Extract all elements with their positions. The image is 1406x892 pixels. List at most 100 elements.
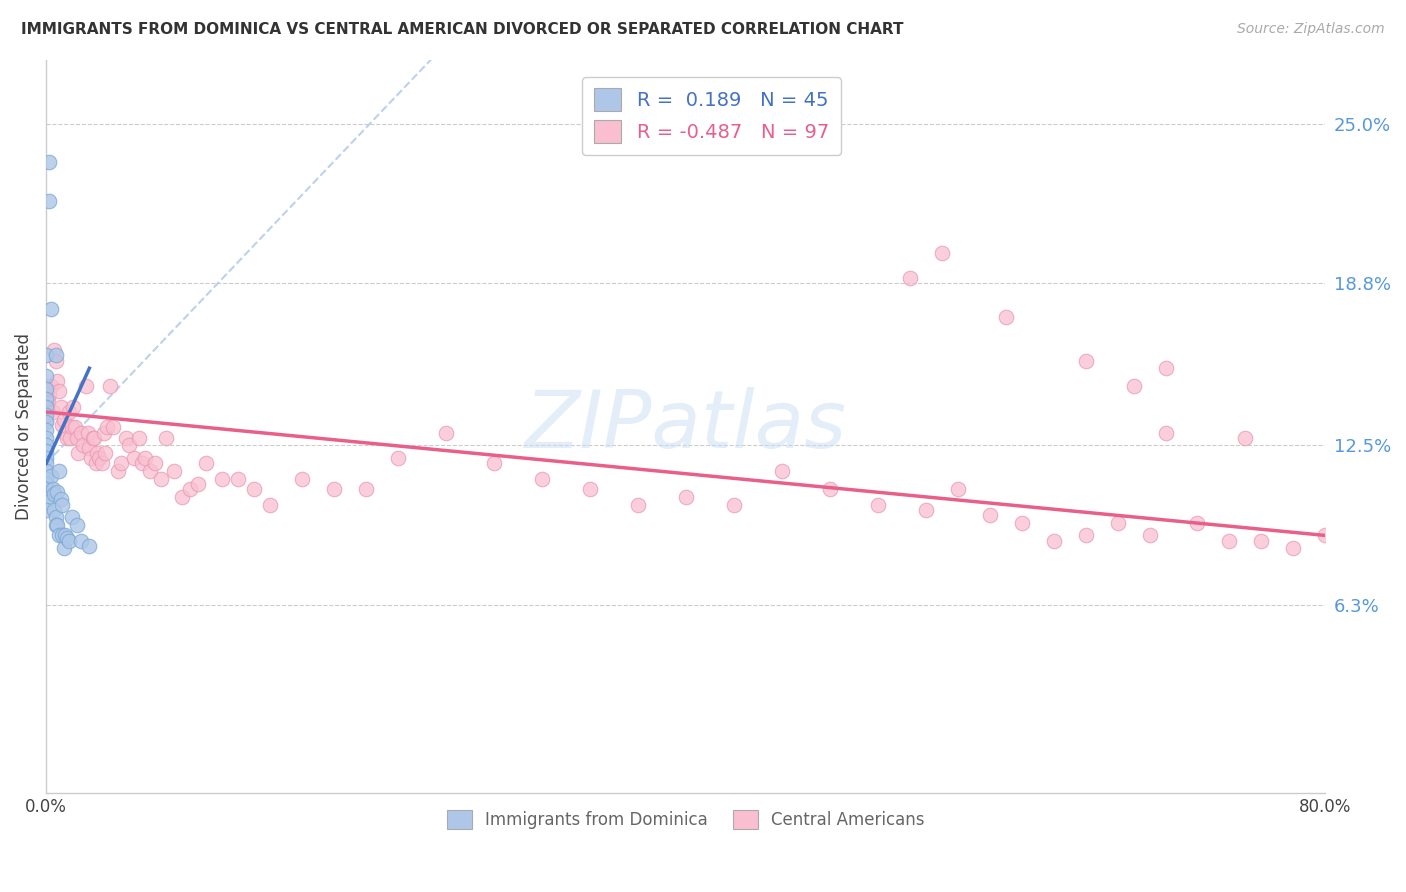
- Point: [60, 510, 83, 524]
- Text: Source: ZipAtlas.com: Source: ZipAtlas.com: [1237, 22, 1385, 37]
- Point: [35, 392, 58, 406]
- Point: [48, 528, 70, 542]
- Point: [55, 425, 77, 440]
- Point: [1315, 528, 1337, 542]
- Point: [155, 431, 177, 445]
- Point: [52, 413, 75, 427]
- Point: [45, 353, 67, 368]
- Point: [259, 498, 281, 512]
- Point: [46, 374, 69, 388]
- Point: [52, 541, 75, 556]
- Point: [243, 482, 266, 496]
- Point: [38, 387, 60, 401]
- Point: [122, 451, 145, 466]
- Point: [72, 438, 94, 452]
- Point: [1011, 516, 1033, 530]
- Point: [91, 457, 114, 471]
- Point: [98, 379, 121, 393]
- Point: [1250, 533, 1272, 548]
- Point: [866, 498, 889, 512]
- Point: [579, 482, 602, 496]
- Point: [35, 394, 58, 409]
- Point: [46, 518, 69, 533]
- Point: [1042, 533, 1064, 548]
- Point: [35, 438, 58, 452]
- Point: [1282, 541, 1305, 556]
- Point: [110, 457, 132, 471]
- Point: [35, 348, 58, 362]
- Point: [179, 482, 201, 496]
- Point: [35, 482, 58, 496]
- Point: [38, 155, 60, 169]
- Point: [35, 472, 58, 486]
- Point: [35, 382, 58, 396]
- Point: [530, 472, 553, 486]
- Point: [291, 472, 314, 486]
- Point: [35, 415, 58, 429]
- Point: [139, 464, 162, 478]
- Point: [96, 420, 118, 434]
- Point: [187, 477, 209, 491]
- Point: [76, 425, 98, 440]
- Point: [51, 417, 73, 432]
- Point: [38, 194, 60, 208]
- Point: [49, 492, 72, 507]
- Point: [70, 533, 93, 548]
- Point: [211, 472, 233, 486]
- Y-axis label: Divorced or Separated: Divorced or Separated: [15, 333, 32, 520]
- Point: [434, 425, 457, 440]
- Point: [45, 348, 67, 362]
- Point: [87, 451, 110, 466]
- Point: [172, 490, 194, 504]
- Point: [35, 464, 58, 478]
- Point: [134, 451, 156, 466]
- Point: [946, 482, 969, 496]
- Point: [79, 539, 101, 553]
- Point: [82, 431, 104, 445]
- Point: [44, 487, 66, 501]
- Point: [70, 425, 93, 440]
- Point: [1187, 516, 1209, 530]
- Point: [115, 431, 138, 445]
- Point: [37, 392, 59, 406]
- Point: [770, 464, 793, 478]
- Point: [58, 533, 80, 548]
- Point: [128, 431, 150, 445]
- Point: [35, 477, 58, 491]
- Point: [75, 379, 97, 393]
- Point: [103, 420, 125, 434]
- Point: [35, 431, 58, 445]
- Point: [1218, 533, 1240, 548]
- Point: [35, 443, 58, 458]
- Point: [45, 510, 67, 524]
- Point: [58, 405, 80, 419]
- Point: [59, 431, 82, 445]
- Point: [62, 400, 84, 414]
- Point: [818, 482, 841, 496]
- Point: [131, 457, 153, 471]
- Point: [118, 438, 141, 452]
- Point: [323, 482, 346, 496]
- Point: [84, 457, 107, 471]
- Point: [35, 379, 58, 393]
- Point: [60, 420, 83, 434]
- Point: [35, 457, 58, 471]
- Text: IMMIGRANTS FROM DOMINICA VS CENTRAL AMERICAN DIVORCED OR SEPARATED CORRELATION C: IMMIGRANTS FROM DOMINICA VS CENTRAL AMER…: [21, 22, 904, 37]
- Point: [35, 400, 58, 414]
- Point: [482, 457, 505, 471]
- Point: [39, 469, 62, 483]
- Point: [39, 302, 62, 317]
- Point: [150, 472, 173, 486]
- Point: [67, 446, 90, 460]
- Point: [1234, 431, 1257, 445]
- Point: [48, 384, 70, 399]
- Point: [41, 405, 63, 419]
- Point: [55, 528, 77, 542]
- Point: [675, 490, 697, 504]
- Point: [39, 379, 62, 393]
- Point: [723, 498, 745, 512]
- Point: [65, 518, 87, 533]
- Point: [51, 498, 73, 512]
- Point: [35, 495, 58, 509]
- Point: [79, 441, 101, 455]
